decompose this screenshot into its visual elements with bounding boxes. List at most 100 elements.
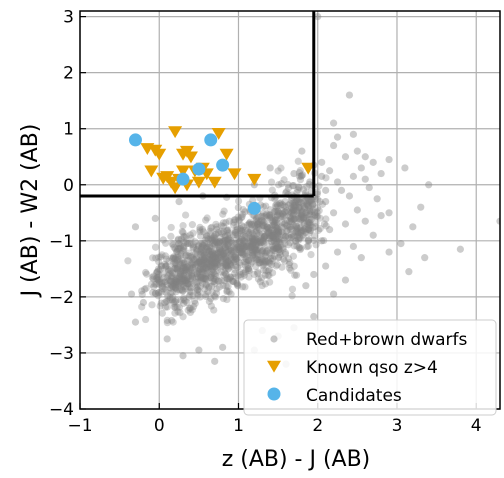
dwarf-point xyxy=(196,232,205,240)
dwarf-point xyxy=(224,242,233,250)
dwarf-point xyxy=(151,214,159,223)
dwarf-point xyxy=(220,241,228,249)
dwarf-point xyxy=(241,233,250,241)
dwarf-point xyxy=(298,207,306,216)
dwarf-point xyxy=(211,260,219,268)
dwarf-point xyxy=(206,257,215,265)
dwarf-point xyxy=(179,228,187,237)
dwarf-point xyxy=(306,219,314,227)
dwarf-point xyxy=(281,249,290,257)
dwarf-point xyxy=(200,254,209,262)
dwarf-point xyxy=(258,247,266,255)
qso-point xyxy=(247,173,262,186)
dwarf-point xyxy=(284,208,293,216)
dwarf-point xyxy=(293,206,302,215)
dwarf-point xyxy=(296,204,304,212)
dwarf-point xyxy=(152,275,160,283)
dwarf-point xyxy=(308,207,316,215)
dwarf-point xyxy=(316,225,324,233)
dwarf-point xyxy=(193,270,201,278)
dwarf-point xyxy=(254,268,262,276)
dwarf-point xyxy=(203,232,211,240)
dwarf-point xyxy=(238,241,246,250)
dwarf-point xyxy=(178,275,186,283)
dwarf-point xyxy=(222,254,231,262)
dwarf-point xyxy=(211,250,219,258)
dwarf-point xyxy=(229,248,237,256)
dwarf-point xyxy=(252,240,260,249)
dwarf-point xyxy=(318,158,326,166)
dwarf-point xyxy=(239,238,248,246)
dwarf-point xyxy=(179,244,188,253)
dwarf-point xyxy=(218,251,226,259)
dwarf-point xyxy=(297,226,306,235)
dwarf-point xyxy=(153,269,161,277)
dwarf-point xyxy=(193,269,201,278)
dwarf-point xyxy=(212,259,221,267)
dwarf-point xyxy=(305,209,313,217)
dwarf-point xyxy=(221,232,230,240)
dwarf-point xyxy=(218,229,226,238)
dwarf-point xyxy=(203,214,211,222)
dwarf-point xyxy=(262,212,270,220)
grid xyxy=(79,11,500,410)
dwarf-point xyxy=(280,220,288,228)
dwarf-point xyxy=(193,245,201,253)
dwarf-point xyxy=(377,212,385,220)
dwarf-point xyxy=(309,213,318,221)
dwarf-point xyxy=(195,258,203,266)
dwarf-point xyxy=(345,91,354,99)
dwarf-point xyxy=(260,233,268,241)
dwarf-point xyxy=(143,270,151,278)
dwarf-point xyxy=(300,225,309,233)
dwarf-point xyxy=(280,232,288,240)
dwarf-point xyxy=(307,251,315,259)
dwarf-point xyxy=(365,183,373,192)
dwarf-point xyxy=(279,230,287,238)
dwarf-point xyxy=(268,257,276,265)
dwarf-point xyxy=(248,258,256,266)
dwarf-point xyxy=(196,282,205,290)
dwarf-point xyxy=(275,181,283,189)
dwarf-point xyxy=(184,239,192,248)
dwarf-point xyxy=(214,253,223,261)
dwarf-point xyxy=(205,241,214,250)
dwarf-point xyxy=(178,277,186,285)
dwarf-point xyxy=(171,260,179,268)
dwarf-point xyxy=(138,303,146,311)
dwarf-point xyxy=(272,227,281,235)
dwarf-point xyxy=(211,263,219,271)
dwarf-point xyxy=(169,260,177,268)
dwarf-point xyxy=(208,255,217,264)
dwarf-point xyxy=(154,276,162,284)
dwarf-point xyxy=(155,280,163,288)
dwarf-point xyxy=(299,198,308,206)
dwarf-point xyxy=(184,252,192,260)
dwarf-point xyxy=(262,258,270,266)
dwarf-point xyxy=(286,217,294,225)
dwarf-point xyxy=(250,245,258,253)
dwarf-point xyxy=(187,259,196,267)
dwarf-point xyxy=(210,306,218,314)
dwarf-point xyxy=(154,273,162,281)
dwarf-point xyxy=(172,274,180,282)
dwarf-point xyxy=(297,209,305,218)
dwarf-point xyxy=(178,286,186,294)
qso-point xyxy=(144,165,159,178)
dwarf-point xyxy=(171,303,179,311)
dwarf-point xyxy=(168,296,177,304)
dwarf-point xyxy=(163,316,171,324)
dwarf-point xyxy=(181,263,189,272)
dwarf-point xyxy=(271,214,279,222)
dwarf-point xyxy=(220,207,228,215)
dwarf-point xyxy=(179,299,188,307)
dwarf-point xyxy=(300,204,308,212)
dwarf-point xyxy=(290,169,298,178)
dwarf-point xyxy=(287,196,295,204)
dwarf-point xyxy=(296,203,304,211)
dwarf-point xyxy=(159,285,167,293)
dwarf-point xyxy=(208,252,216,260)
dwarf-point xyxy=(179,313,187,321)
dwarf-point xyxy=(162,297,171,305)
dwarf-point xyxy=(224,226,232,234)
